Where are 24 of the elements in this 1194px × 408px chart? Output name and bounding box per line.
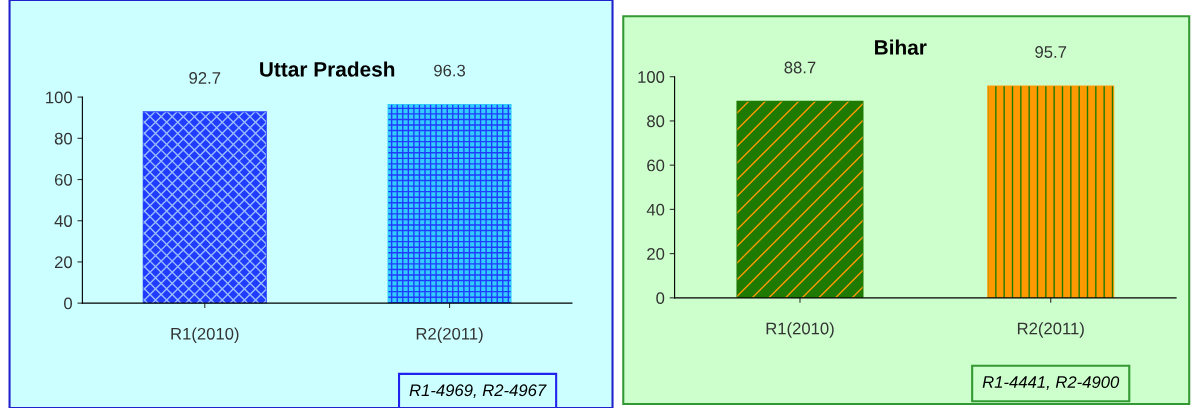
chart-title: Bihar xyxy=(875,39,927,55)
x-tick-label: R2(2011) xyxy=(416,327,483,343)
chart-title: Uttar Pradesh xyxy=(260,61,395,77)
data-label: 88.7 xyxy=(784,61,816,74)
y-tick-label: 40 xyxy=(54,215,73,227)
y-tick-label: 0 xyxy=(64,297,73,310)
x-tick-label: R1(2010) xyxy=(766,322,834,338)
y-tick-label: 80 xyxy=(54,132,73,145)
data-label: 95.7 xyxy=(1035,46,1067,58)
y-tick-label: 60 xyxy=(54,173,73,186)
y-tick-label: 40 xyxy=(646,203,665,216)
data-label: 92.7 xyxy=(189,72,221,84)
y-tick-label: 0 xyxy=(656,292,665,305)
y-tick-label: 60 xyxy=(647,159,665,172)
y-tick-label: 100 xyxy=(46,91,73,104)
text: R1-4969, R2-4967 xyxy=(409,384,547,399)
x-tick-label: R2(2011) xyxy=(1017,322,1084,338)
y-tick-label: 80 xyxy=(647,115,665,128)
data-label: 96.3 xyxy=(434,64,466,77)
x-tick-label: R1(2010) xyxy=(171,327,239,343)
y-tick-label: 20 xyxy=(647,248,665,260)
y-tick-label: 20 xyxy=(54,256,73,269)
text: R1-4441, R2-4900 xyxy=(982,376,1120,390)
y-tick-label: 100 xyxy=(638,71,665,83)
